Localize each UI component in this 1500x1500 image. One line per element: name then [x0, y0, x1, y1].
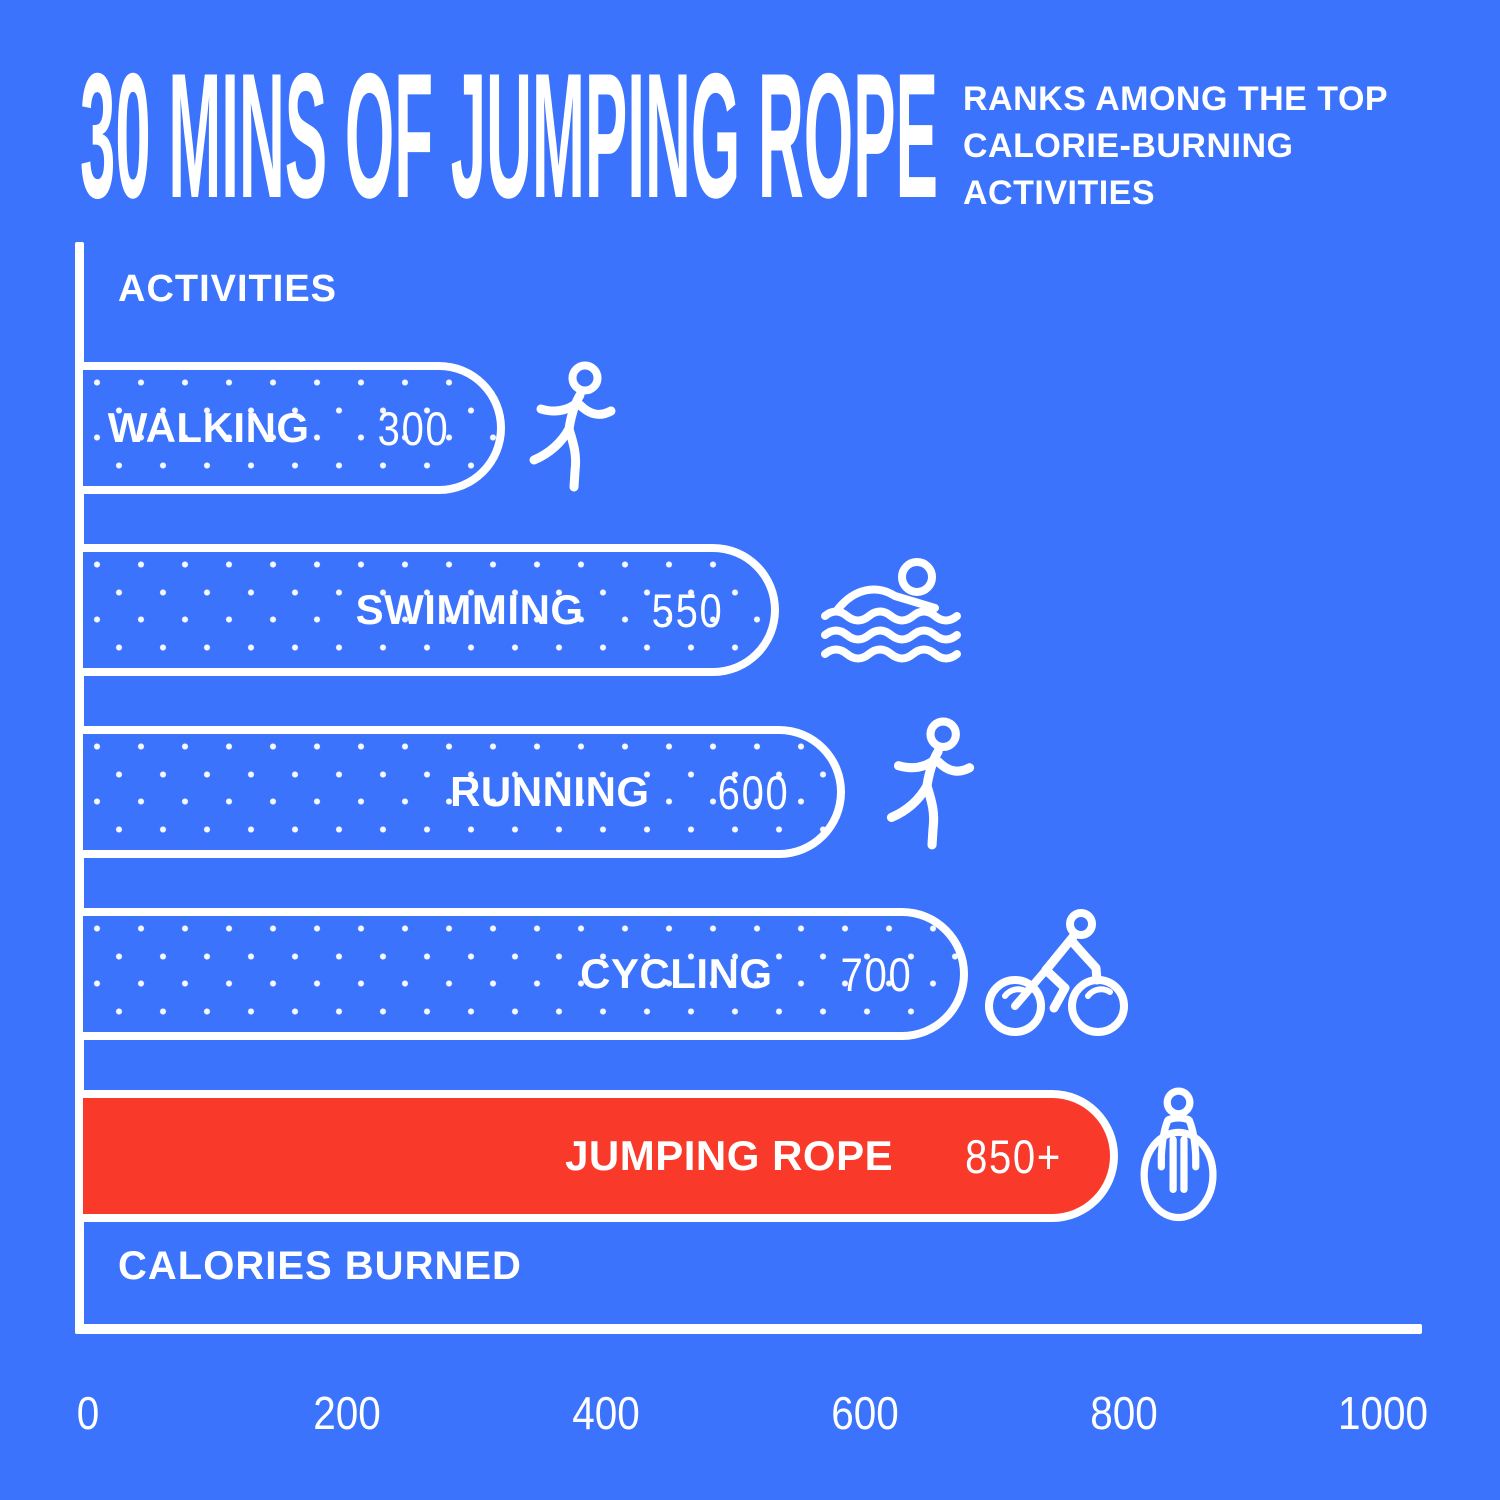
- y-axis-line: [75, 242, 84, 1334]
- x-tick-600: 600: [831, 1387, 899, 1439]
- swimmer-icon: [816, 552, 968, 664]
- bar-jumping-rope: JUMPING ROPE 850+: [83, 1090, 1118, 1222]
- runner-icon: [876, 716, 984, 858]
- runner-icon: [522, 360, 622, 500]
- bar-value-walking: 300: [377, 401, 449, 455]
- page-subtitle: RANKS AMONG THE TOP CALORIE-BURNING ACTI…: [963, 76, 1423, 217]
- bar-value-jumping-rope: 850+: [965, 1129, 1062, 1183]
- bar-label-walking: WALKING: [107, 404, 310, 451]
- subtitle-line-3: ACTIVITIES: [963, 174, 1156, 212]
- x-tick-200: 200: [313, 1387, 381, 1439]
- bar-label-jumping-rope: JUMPING ROPE: [565, 1132, 894, 1179]
- bar-swimming: SWIMMING 550: [83, 544, 779, 676]
- x-tick-0: 0: [76, 1387, 100, 1439]
- subtitle-line-2: CALORIE-BURNING: [963, 127, 1294, 165]
- x-tick-1000: 1000: [1337, 1387, 1429, 1439]
- bar-label-running: RUNNING: [450, 768, 650, 815]
- y-axis-label: ACTIVITIES: [118, 268, 338, 310]
- bar-walking: WALKING 300: [83, 362, 505, 494]
- bar-cycling: CYCLING 700: [83, 908, 968, 1040]
- page-title-svg: 30 MINS OF JUMPING ROPE: [80, 64, 938, 214]
- bar-value-running: 600: [717, 765, 789, 819]
- bar-label-swimming: SWIMMING: [355, 586, 584, 633]
- x-axis-label: CALORIES BURNED: [118, 1244, 522, 1288]
- bar-value-cycling: 700: [840, 947, 912, 1001]
- bar-value-swimming: 550: [651, 583, 723, 637]
- page-title: 30 MINS OF JUMPING ROPE: [80, 64, 938, 214]
- cyclist-icon: [982, 906, 1130, 1038]
- bar-running: RUNNING 600: [83, 726, 845, 858]
- bar-label-cycling: CYCLING: [580, 950, 773, 997]
- subtitle-line-1: RANKS AMONG THE TOP: [963, 80, 1389, 118]
- x-axis-line: [75, 1324, 1422, 1334]
- jump-rope-person-icon: [1136, 1082, 1222, 1228]
- x-tick-400: 400: [572, 1387, 640, 1439]
- x-tick-800: 800: [1090, 1387, 1158, 1439]
